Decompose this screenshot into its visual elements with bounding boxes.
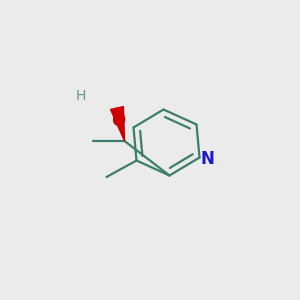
Text: N: N xyxy=(200,150,214,168)
Text: O: O xyxy=(111,112,126,130)
Polygon shape xyxy=(111,106,124,141)
Text: H: H xyxy=(76,89,86,103)
